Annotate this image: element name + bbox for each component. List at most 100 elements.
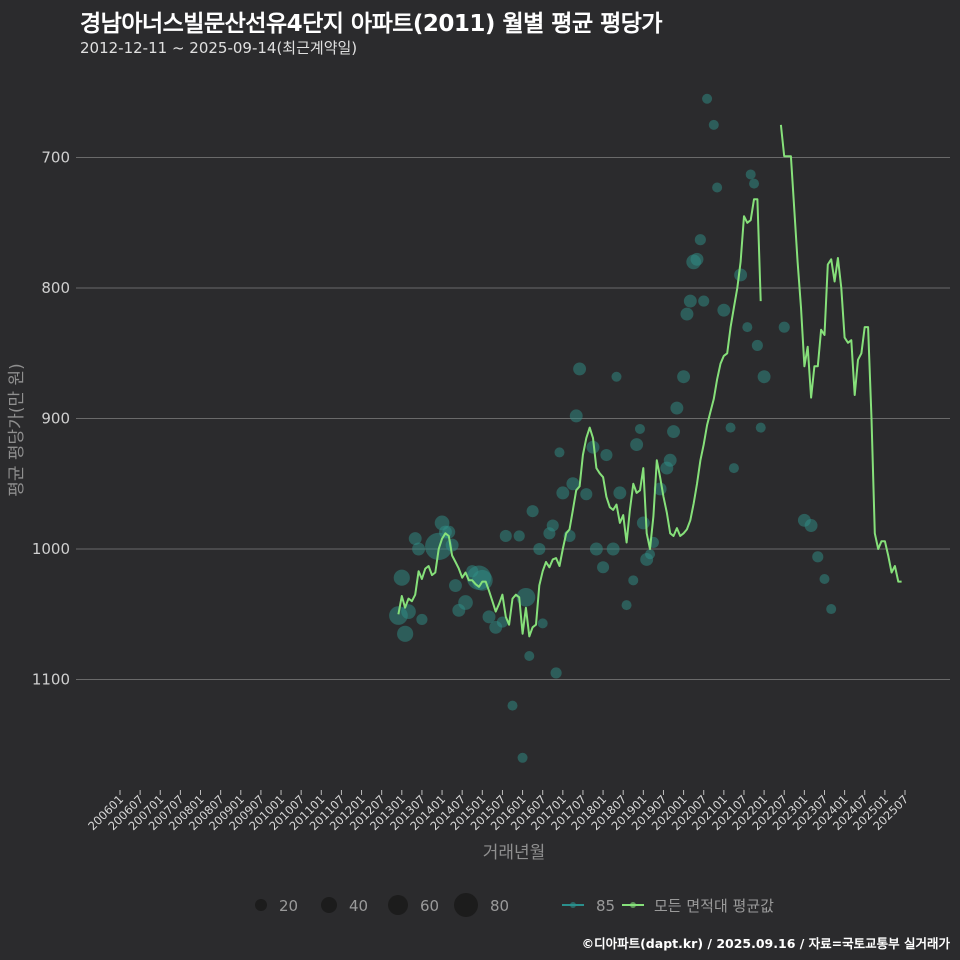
legend-size-label: 20 — [279, 897, 298, 915]
data-point — [569, 409, 583, 423]
data-point — [496, 616, 508, 628]
data-point — [516, 587, 536, 607]
data-point — [550, 667, 562, 679]
data-point — [606, 542, 620, 556]
data-point — [683, 294, 697, 308]
data-point — [812, 551, 824, 563]
legend-size-dot — [454, 893, 478, 917]
data-point — [725, 422, 736, 433]
data-point — [826, 604, 837, 615]
legend-series-label: 85 — [596, 897, 615, 915]
gridlines — [76, 157, 950, 680]
data-point — [442, 525, 456, 539]
footer-credit: ©디아파트(dapt.kr) / 2025.09.16 / 자료=국토교통부 실… — [581, 936, 950, 951]
data-point — [499, 529, 512, 542]
y-tick-label: 900 — [41, 410, 70, 428]
data-point — [645, 549, 656, 560]
data-point — [621, 600, 632, 611]
data-point — [408, 532, 422, 546]
data-point — [749, 178, 760, 189]
legend-size-label: 40 — [349, 897, 368, 915]
data-point — [728, 463, 739, 474]
data-point — [819, 574, 830, 585]
legend-size-dot — [388, 895, 408, 915]
data-point — [416, 613, 428, 626]
data-point — [573, 362, 587, 376]
y-tick-label: 700 — [41, 149, 70, 167]
legend-size-label: 60 — [420, 897, 439, 915]
y-axis-title: 평균 평당가(만 원) — [7, 363, 27, 497]
data-point — [630, 438, 644, 452]
data-point — [449, 579, 462, 592]
data-point — [458, 595, 473, 610]
data-point — [717, 303, 731, 317]
chart-subtitle: 2012-12-11 ~ 2025-09-14(최근계약일) — [80, 39, 358, 57]
data-point — [393, 569, 410, 586]
data-point — [580, 488, 593, 501]
data-point — [742, 322, 753, 333]
data-point — [698, 295, 710, 307]
data-point — [702, 93, 713, 104]
data-point — [745, 169, 756, 180]
data-point — [734, 268, 748, 282]
scatter-points-85 — [389, 93, 837, 763]
data-point — [401, 604, 416, 619]
data-point — [482, 610, 496, 624]
data-point — [667, 425, 680, 439]
data-point — [636, 516, 650, 530]
data-point — [546, 519, 559, 532]
data-point — [708, 119, 719, 130]
y-tick-label: 800 — [41, 279, 70, 297]
data-point — [597, 561, 610, 574]
data-point — [507, 700, 518, 711]
data-point — [804, 519, 818, 532]
data-point — [613, 486, 627, 500]
legend-series-dot — [570, 902, 576, 908]
data-point — [412, 542, 426, 556]
average-line — [397, 124, 902, 638]
data-point — [751, 339, 763, 351]
data-point — [471, 569, 493, 591]
average-line-segment — [779, 124, 902, 583]
average-line-segment — [397, 198, 762, 638]
data-point — [778, 321, 790, 333]
data-point — [524, 651, 535, 662]
data-point — [712, 182, 723, 193]
data-point — [526, 505, 539, 518]
data-point — [634, 423, 645, 434]
data-point — [663, 453, 677, 467]
legend-series-dot — [630, 902, 636, 908]
data-point — [589, 542, 603, 556]
data-point — [513, 530, 525, 542]
legend: 20 40 60 80 85 모든 면적대 평균값 — [255, 893, 774, 917]
y-axis: 1100 1000 900 800 700 — [32, 149, 70, 689]
data-point — [397, 625, 414, 642]
legend-size-label: 80 — [490, 897, 509, 915]
legend-size-dot — [255, 899, 267, 911]
x-axis-title: 거래년월 — [483, 843, 546, 863]
legend-series-label: 모든 면적대 평균값 — [654, 897, 774, 915]
data-point — [611, 371, 622, 382]
y-tick-label: 1100 — [32, 671, 70, 689]
data-point — [517, 752, 528, 763]
data-point — [755, 422, 766, 433]
data-point — [628, 575, 639, 586]
data-point — [680, 307, 694, 321]
data-point — [554, 447, 565, 458]
chart-title: 경남아너스빌문산선유4단지 아파트(2011) 월별 평균 평당가 — [80, 11, 663, 37]
data-point — [537, 618, 548, 629]
data-point — [586, 440, 600, 454]
data-point — [600, 449, 613, 462]
data-point — [556, 486, 570, 500]
data-point — [670, 401, 684, 415]
data-point — [694, 234, 706, 246]
y-tick-label: 1000 — [32, 540, 70, 558]
data-point — [566, 477, 580, 491]
legend-size-dot — [321, 897, 337, 913]
x-axis: 2006012006072007012007072008012008072009… — [85, 790, 911, 833]
data-point — [757, 370, 771, 384]
data-point — [533, 542, 546, 556]
data-point — [690, 252, 704, 266]
data-point — [677, 370, 691, 384]
